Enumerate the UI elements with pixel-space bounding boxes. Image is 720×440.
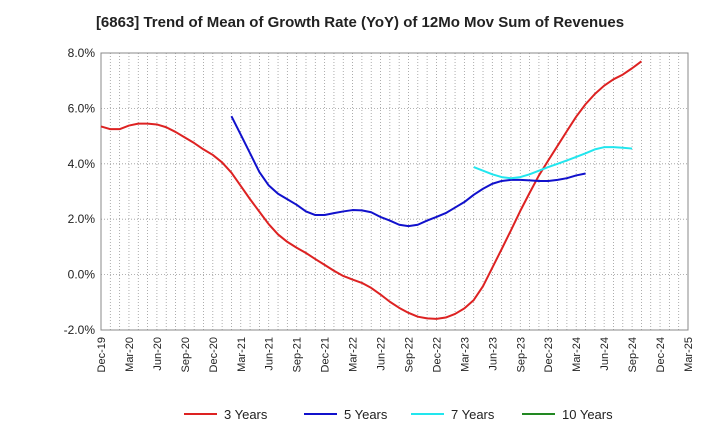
legend-label: 10 Years [562, 407, 613, 422]
x-tick-label: Jun-20 [152, 337, 164, 371]
x-tick-label: Dec-22 [431, 337, 443, 372]
x-tick-label: Sep-23 [515, 337, 527, 372]
y-tick-label: 0.0% [68, 268, 96, 282]
x-tick-label: Dec-21 [320, 337, 332, 372]
series-line-5-years [230, 115, 586, 228]
x-tick-label: Mar-24 [571, 337, 583, 372]
y-tick-label: 4.0% [68, 157, 96, 171]
x-tick-label: Dec-19 [96, 337, 108, 372]
series-line-3-years [100, 60, 643, 320]
grid-layer [101, 52, 688, 331]
x-tick-label: Jun-21 [264, 337, 276, 371]
legend-label: 7 Years [451, 407, 495, 422]
plot-frame [100, 52, 689, 331]
x-tick-label: Dec-20 [208, 337, 220, 372]
y-tick-label: 8.0% [68, 46, 96, 60]
x-tick-label: Sep-20 [180, 337, 192, 372]
x-tick-label: Jun-23 [487, 337, 499, 371]
chart-title: [6863] Trend of Mean of Growth Rate (YoY… [95, 14, 625, 31]
x-tick-label: Sep-21 [292, 337, 304, 372]
legend-label: 5 Years [344, 407, 388, 422]
x-tick-label: Mar-25 [683, 337, 695, 372]
x-tick-label: Mar-20 [124, 337, 136, 372]
x-tick-label: Dec-24 [655, 337, 667, 372]
series-layer [100, 60, 643, 320]
x-tick-label: Mar-22 [348, 337, 360, 372]
y-tick-label: -2.0% [64, 323, 96, 337]
x-tick-label: Mar-23 [459, 337, 471, 372]
legend: 3 Years 5 Years 7 Years 10 Years [184, 407, 613, 422]
series-line-7-years [473, 146, 633, 180]
x-tick-label: Dec-23 [543, 337, 555, 372]
y-tick-label: 6.0% [68, 101, 96, 115]
y-tick-label: 2.0% [68, 212, 96, 226]
plot-area [101, 53, 688, 330]
x-tick-label: Sep-24 [627, 337, 639, 372]
axis-layer: -2.0% 0.0% 2.0% 4.0% 6.0% 8.0% Dec-19 Mar-20 Jun… [64, 46, 695, 372]
x-tick-label: Mar-21 [236, 337, 248, 372]
x-tick-label: Jun-22 [376, 337, 388, 371]
x-tick-label: Sep-22 [403, 337, 415, 372]
x-tick-label: Jun-24 [599, 337, 611, 371]
legend-label: 3 Years [224, 407, 268, 422]
